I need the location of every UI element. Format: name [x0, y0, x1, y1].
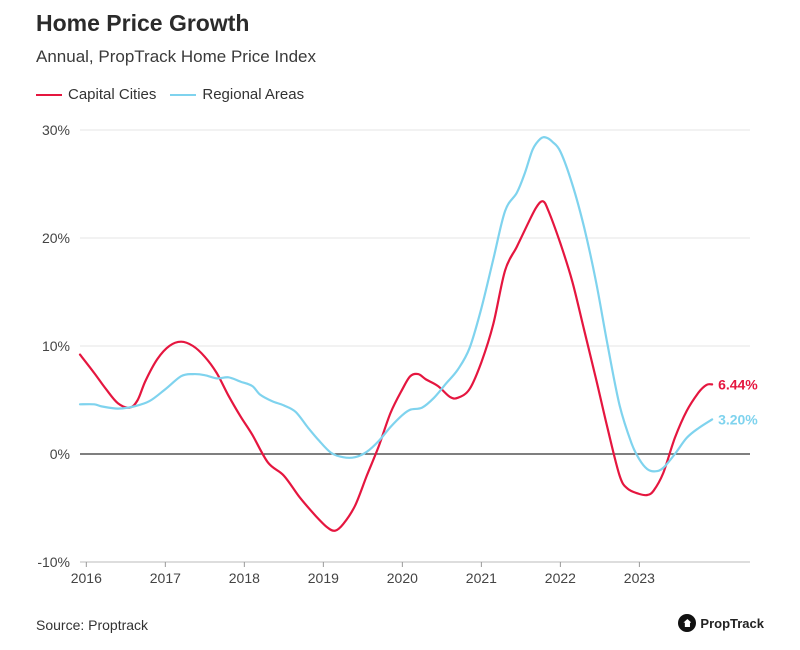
axis-layer: 30% 20% 10% 0% -10%2016 2017 2018 2019 2020 2021 2…: [37, 122, 750, 586]
x-tick-label: 2016: [71, 570, 102, 586]
end-value-label-capital-cities: 6.44%: [718, 376, 758, 392]
y-tick-label: 0%: [50, 446, 70, 462]
series-layer: [78, 136, 714, 532]
legend-swatch-regional-areas: [170, 93, 197, 96]
x-tick-label: 2018: [229, 570, 260, 586]
label-layer: 6.44% 3.20%: [718, 376, 758, 427]
chart-legend: Capital Cities Regional Areas: [36, 86, 318, 103]
series-line-regional-areas: [78, 136, 714, 473]
y-tick-label: 10%: [42, 338, 70, 354]
grid-layer: [80, 129, 750, 563]
chart-subtitle: Annual, PropTrack Home Price Index: [36, 47, 316, 66]
legend-label-regional-areas: Regional Areas: [202, 86, 305, 103]
y-tick-label: 30%: [42, 122, 70, 138]
proptrack-logo-icon: [678, 614, 697, 632]
legend-label-capital-cities: Capital Cities: [68, 86, 157, 103]
y-tick-label: -10%: [37, 554, 70, 570]
brand-logo: PropTrack: [678, 614, 764, 632]
legend-swatch-capital-cities: [36, 93, 62, 96]
x-tick-label: 2019: [308, 570, 339, 586]
series-line-capital-cities: [78, 200, 714, 532]
chart-title: Home Price Growth: [36, 10, 250, 36]
x-tick-label: 2021: [466, 570, 497, 586]
legend-item-capital-cities: Capital Cities: [36, 86, 156, 103]
x-tick-label: 2017: [150, 570, 181, 586]
y-tick-label: 20%: [42, 230, 70, 246]
legend-item-regional-areas: Regional Areas: [170, 86, 304, 103]
end-value-label-regional-areas: 3.20%: [718, 411, 758, 427]
brand-name: PropTrack: [700, 615, 764, 631]
x-tick-label: 2022: [545, 570, 576, 586]
x-tick-label: 2023: [624, 570, 655, 586]
source-note: Source: Proptrack: [36, 617, 149, 633]
x-tick-label: 2020: [387, 570, 418, 586]
